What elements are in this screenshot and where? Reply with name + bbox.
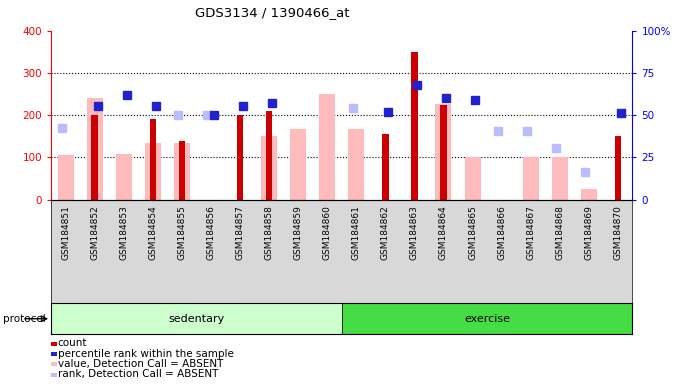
- Text: GSM184870: GSM184870: [613, 205, 622, 260]
- Text: sedentary: sedentary: [168, 314, 224, 324]
- Text: GSM184865: GSM184865: [468, 205, 477, 260]
- Text: GSM184861: GSM184861: [352, 205, 360, 260]
- Text: GSM184867: GSM184867: [526, 205, 535, 260]
- Text: GSM184855: GSM184855: [177, 205, 186, 260]
- Bar: [150, 119, 156, 200]
- Text: GSM184854: GSM184854: [148, 205, 157, 260]
- Bar: [551, 157, 568, 200]
- Text: GSM184863: GSM184863: [410, 205, 419, 260]
- Text: GSM184858: GSM184858: [265, 205, 273, 260]
- Text: GSM184851: GSM184851: [61, 205, 70, 260]
- Bar: [91, 115, 98, 200]
- Bar: [382, 134, 388, 200]
- Bar: [581, 189, 597, 200]
- Text: exercise: exercise: [464, 314, 510, 324]
- Bar: [145, 143, 160, 200]
- Text: GDS3134 / 1390466_at: GDS3134 / 1390466_at: [194, 6, 350, 19]
- Bar: [58, 156, 73, 200]
- Bar: [290, 129, 306, 200]
- Bar: [523, 157, 539, 200]
- Bar: [237, 115, 243, 200]
- Text: GSM184853: GSM184853: [119, 205, 128, 260]
- Bar: [319, 94, 335, 200]
- Text: GSM184868: GSM184868: [556, 205, 564, 260]
- Bar: [261, 136, 277, 200]
- Bar: [440, 104, 447, 200]
- Text: GSM184862: GSM184862: [381, 205, 390, 260]
- Text: GSM184857: GSM184857: [235, 205, 244, 260]
- Bar: [348, 129, 364, 200]
- Text: protocol: protocol: [3, 314, 46, 324]
- Text: percentile rank within the sample: percentile rank within the sample: [58, 349, 234, 359]
- Bar: [266, 111, 272, 200]
- Text: value, Detection Call = ABSENT: value, Detection Call = ABSENT: [58, 359, 223, 369]
- Bar: [116, 154, 132, 200]
- Bar: [341, 303, 632, 334]
- Text: GSM184866: GSM184866: [497, 205, 506, 260]
- Bar: [464, 157, 481, 200]
- Bar: [615, 136, 621, 200]
- Text: GSM184852: GSM184852: [90, 205, 99, 260]
- Bar: [51, 303, 341, 334]
- Text: GSM184864: GSM184864: [439, 205, 448, 260]
- Bar: [86, 98, 103, 200]
- Text: GSM184869: GSM184869: [584, 205, 593, 260]
- Bar: [411, 52, 418, 200]
- Bar: [174, 143, 190, 200]
- Text: count: count: [58, 338, 87, 348]
- Text: rank, Detection Call = ABSENT: rank, Detection Call = ABSENT: [58, 369, 218, 379]
- Text: GSM184856: GSM184856: [207, 205, 216, 260]
- Bar: [435, 104, 452, 200]
- Text: GSM184859: GSM184859: [294, 205, 303, 260]
- Bar: [179, 141, 185, 200]
- Text: GSM184860: GSM184860: [323, 205, 332, 260]
